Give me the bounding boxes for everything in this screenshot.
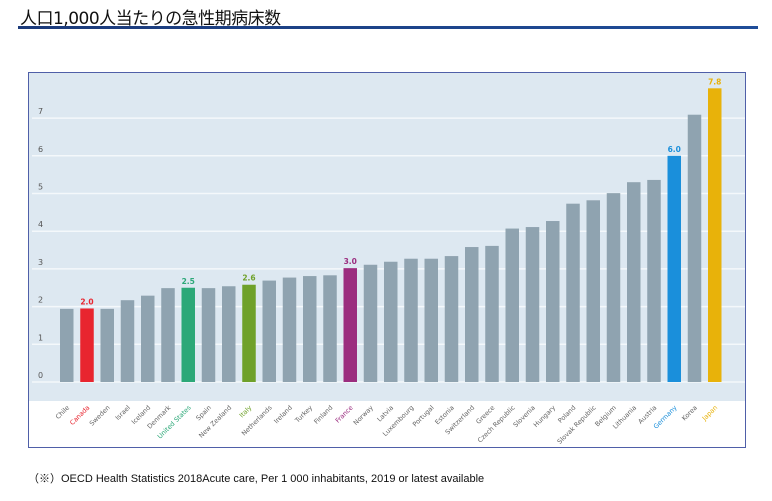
title-underline [18,26,758,29]
bars [60,88,722,382]
bar-denmark [161,288,175,382]
x-tick-label: Chile [54,404,71,421]
x-tick-label: Finland [312,404,334,426]
bar-slovak-republic [586,200,600,382]
data-label-germany: 6.0 [668,145,681,154]
page-title: 人口1,000人当たりの急性期病床数 [20,9,281,29]
bar-canada [80,308,94,382]
x-tick-label: Turkey [293,404,314,425]
bar-iceland [141,295,155,382]
bar-new-zealand [222,286,236,382]
y-tick-label: 0 [38,371,43,380]
y-tick-label: 6 [38,145,43,154]
y-axis-ticks: 0 1 2 3 4 5 6 7 [38,107,43,380]
bar-korea [687,114,702,382]
x-tick-label: Czech Republic [476,403,517,444]
y-tick-label: 1 [38,333,43,342]
bar-austria [647,179,661,382]
bar-israel [120,300,135,382]
x-tick-label: Italy [238,404,254,420]
x-tick-label: Portugal [411,404,436,429]
bar-estonia [444,256,459,382]
y-tick-label: 2 [38,296,43,305]
data-label-italy: 2.6 [242,274,255,283]
y-tick-label: 3 [38,258,43,267]
bar-united-states [181,287,195,382]
bar-switzerland [465,247,479,382]
y-tick-label: 5 [38,183,43,192]
bar-germany [667,155,681,382]
bar-portugal [424,258,438,382]
bar-japan [708,88,722,382]
bar-poland [566,203,580,382]
x-tick-label: Hungary [532,404,557,429]
x-tick-label: Spain [194,404,213,423]
bar-slovenia [525,227,540,382]
bar-italy [242,284,256,382]
bar-chile [60,308,74,382]
bar-turkey [303,276,317,382]
bar-netherlands [262,280,276,382]
bar-luxembourg [404,258,418,382]
bar-finland [323,275,337,382]
x-tick-label: Japan [700,404,719,423]
x-tick-label: Norway [352,404,375,427]
bar-hungary [546,221,560,382]
x-tick-label: Ireland [272,404,294,426]
x-tick-label: Israel [114,404,132,422]
bar-czech-republic [505,228,519,382]
y-tick-label: 7 [38,107,43,116]
data-label-japan: 7.8 [708,77,721,86]
x-tick-label: Canada [68,404,91,427]
bar-belgium [606,193,621,382]
bar-sweden [100,308,114,382]
bar-ireland [282,277,297,382]
bar-spain [201,288,216,382]
data-label-france: 3.0 [344,257,357,266]
bar-latvia [384,261,398,382]
x-tick-label: Korea [680,404,699,423]
y-tick-label: 4 [38,220,43,229]
x-tick-label: Sweden [88,404,112,428]
bar-lithuania [627,182,641,382]
bar-norway [363,264,378,382]
data-label-canada: 2.0 [80,297,93,306]
data-labels: 2.0 2.5 2.6 3.0 6.0 7.8 [80,77,721,306]
bar-france [343,268,357,382]
source-note: （※）OECD Health Statistics 2018Acute care… [28,473,485,485]
data-label-united-states: 2.5 [182,277,195,286]
bar-greece [485,245,499,382]
